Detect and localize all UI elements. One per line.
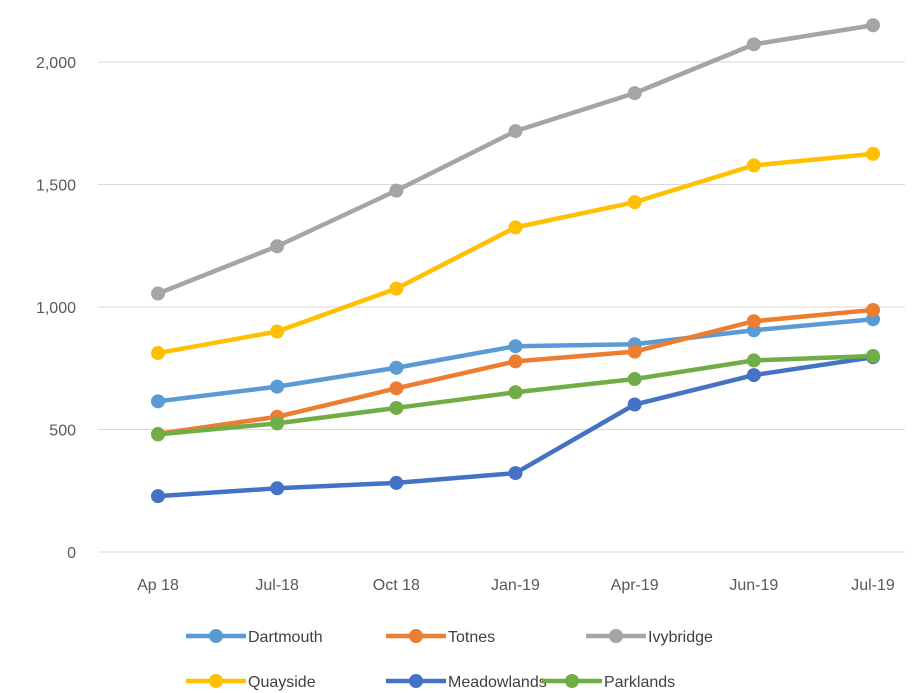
x-tick-label: Jun-19 bbox=[729, 577, 778, 594]
data-point bbox=[508, 354, 523, 369]
legend-item-dartmouth: Dartmouth bbox=[186, 629, 323, 646]
x-tick-label: Jul-18 bbox=[255, 577, 299, 594]
data-point bbox=[151, 394, 165, 409]
data-point bbox=[389, 183, 404, 198]
series-line bbox=[155, 151, 876, 356]
legend-marker bbox=[409, 629, 423, 643]
data-point bbox=[508, 220, 523, 235]
data-point bbox=[627, 372, 642, 387]
legend-item-totnes: Totnes bbox=[386, 629, 495, 646]
legend-label: Dartmouth bbox=[248, 629, 323, 646]
data-point bbox=[508, 124, 523, 139]
data-point bbox=[508, 339, 523, 354]
data-point bbox=[866, 302, 880, 317]
data-point bbox=[746, 37, 761, 52]
series-quayside bbox=[151, 146, 880, 361]
data-point bbox=[866, 146, 880, 161]
data-point bbox=[746, 158, 761, 173]
data-point bbox=[270, 379, 285, 394]
series-ivybridge bbox=[151, 18, 880, 301]
data-point bbox=[151, 346, 165, 361]
series-parklands bbox=[151, 349, 880, 442]
data-point bbox=[151, 427, 165, 442]
legend-label: Totnes bbox=[448, 629, 495, 646]
data-point bbox=[389, 381, 404, 396]
legend-label: Meadowlands bbox=[448, 674, 547, 691]
legend-item-quayside: Quayside bbox=[186, 674, 316, 691]
data-point bbox=[151, 286, 165, 301]
series-meadowlands bbox=[151, 350, 880, 504]
legend-label: Ivybridge bbox=[648, 629, 713, 646]
data-point bbox=[151, 489, 165, 504]
y-tick-label: 1,500 bbox=[36, 178, 76, 195]
x-tick-label: Apr-19 bbox=[611, 577, 659, 594]
data-point bbox=[389, 281, 404, 296]
y-tick-label: 1,000 bbox=[36, 300, 76, 317]
data-point bbox=[389, 360, 404, 375]
legend-label: Parklands bbox=[604, 674, 675, 691]
gridlines bbox=[98, 61, 905, 553]
data-point bbox=[627, 86, 642, 101]
data-point bbox=[746, 353, 761, 368]
data-point bbox=[389, 400, 404, 415]
x-tick-label: Jul-19 bbox=[851, 577, 895, 594]
data-point bbox=[389, 475, 404, 490]
legend-marker bbox=[209, 674, 223, 688]
data-point bbox=[270, 239, 285, 254]
x-tick-label: Jan-19 bbox=[491, 577, 540, 594]
x-axis-tick-labels: Ap 18 Jul-18 Oct 18 Jan-19 Apr-19 Jun-19 Jul-1… bbox=[137, 577, 895, 594]
legend: Dartmouth Totnes Ivybridge Quayside Meadowla… bbox=[186, 629, 713, 691]
y-tick-label: 2,000 bbox=[36, 55, 76, 72]
legend-item-ivybridge: Ivybridge bbox=[586, 629, 713, 646]
data-point bbox=[746, 368, 761, 383]
data-point bbox=[627, 195, 642, 210]
legend-marker bbox=[209, 629, 223, 643]
x-tick-label: Oct 18 bbox=[373, 577, 420, 594]
series-lines bbox=[151, 18, 880, 504]
data-point bbox=[866, 18, 880, 33]
y-tick-label: 0 bbox=[67, 545, 76, 562]
data-point bbox=[508, 385, 523, 400]
data-point bbox=[270, 416, 285, 431]
data-point bbox=[627, 344, 642, 359]
legend-marker bbox=[609, 629, 623, 643]
y-axis-tick-labels: 0 500 1,000 1,500 2,000 bbox=[36, 55, 76, 562]
data-point bbox=[746, 314, 761, 329]
legend-item-parklands: Parklands bbox=[542, 674, 675, 691]
legend-item-meadowlands: Meadowlands bbox=[386, 674, 547, 691]
x-tick-label: Ap 18 bbox=[137, 577, 179, 594]
legend-marker bbox=[565, 674, 579, 688]
series-line bbox=[155, 23, 876, 296]
legend-label: Quayside bbox=[248, 674, 316, 691]
data-point bbox=[270, 324, 285, 339]
data-point bbox=[270, 481, 285, 496]
data-point bbox=[508, 466, 523, 481]
data-point bbox=[866, 349, 880, 363]
data-point bbox=[627, 397, 642, 412]
legend-marker bbox=[409, 674, 423, 688]
y-tick-label: 500 bbox=[49, 423, 76, 440]
